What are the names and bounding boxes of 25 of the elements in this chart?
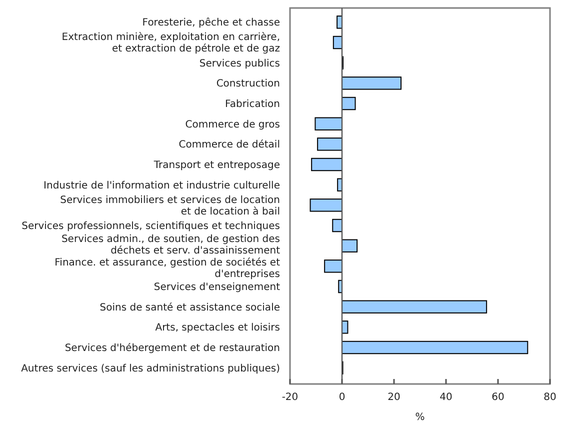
x-tick-label: -20 [282,392,298,403]
y-tick-label: Services admin., de soutien, de gestion des déchets et serv. d'assainissement [61,234,280,256]
y-tick-label: Services professionnels, scientifiques et techniques [22,220,280,232]
y-tick-label: Autres services (sauf les administrations publiques) [21,363,280,374]
x-axis-title: % [415,412,425,423]
y-tick-label: Soins de santé et assistance sociale [100,302,280,314]
x-tick-label: 40 [440,392,452,403]
y-tick-label: Commerce de gros [185,119,280,130]
y-tick-label: Transport et entreposage [152,160,280,171]
y-tick-label: Services d'hébergement et de restauration [64,342,280,354]
x-tick-label: 60 [492,392,504,403]
y-tick-label: Foresterie, pêche et chasse [142,18,280,29]
y-tick-label: Construction [216,78,280,90]
y-tick-label: Finance. et assurance, gestion de sociétés et d'entreprises [54,258,280,280]
y-tick-label: Services d'enseignement [154,282,280,293]
y-tick-label: Fabrication [225,98,280,110]
y-tick-label: Services publics [199,58,280,70]
y-tick-label: Arts, spectacles et loisirs [155,322,280,334]
x-tick-label: 20 [388,392,400,403]
x-tick-label: 0 [338,392,346,403]
y-tick-label: Commerce de détail [178,140,280,151]
y-tick-label: Extraction minière, exploitation en carrière, et extraction de pétrole et de gaz [62,32,280,55]
x-tick-label: 80 [544,392,556,403]
y-tick-label: Industrie de l'information et industrie culturelle [44,180,280,192]
y-tick-label: Services immobiliers et services de location et de location à bail [60,194,280,218]
